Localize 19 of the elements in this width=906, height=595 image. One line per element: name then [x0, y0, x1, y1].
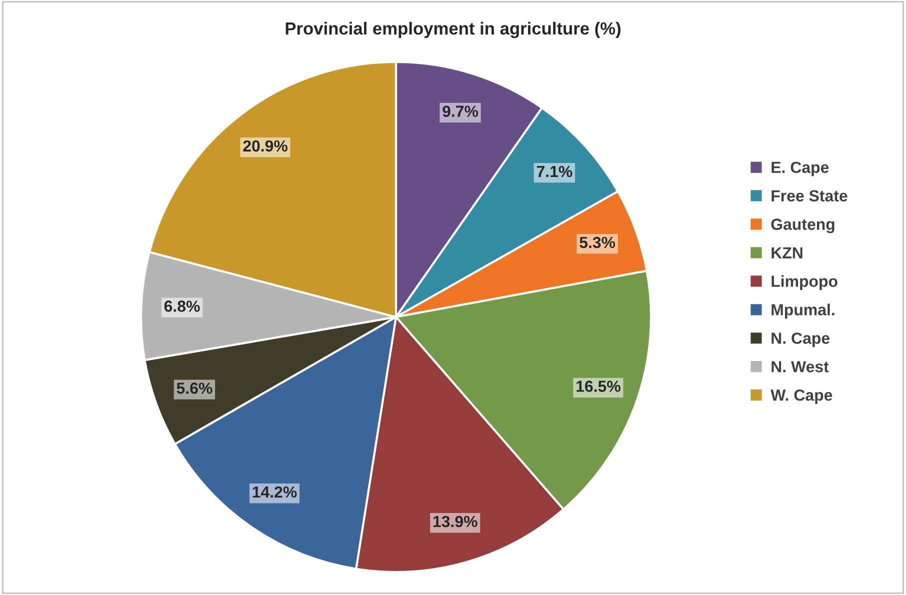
data-label: 16.5%	[576, 380, 620, 392]
data-label: 13.9%	[433, 516, 478, 528]
data-label: 9.7%	[442, 106, 478, 117]
data-label: 14.2%	[252, 486, 297, 498]
data-label: 5.3%	[580, 236, 616, 248]
legend-label: Gauteng	[771, 218, 834, 234]
legend-label: Free State	[772, 190, 848, 202]
legend-label: KZN	[772, 247, 802, 258]
data-label: 20.9%	[243, 140, 288, 152]
legend-label: Mpumal.	[772, 304, 834, 319]
legend-label: N. West	[772, 361, 829, 372]
legend-label: Limpopo	[772, 275, 838, 290]
legend-label: E. Cape	[772, 162, 829, 176]
legend-label: W. Cape	[770, 390, 832, 404]
data-label: 7.1%	[536, 166, 572, 178]
chart-title: Provincial employment in agriculture (%)	[286, 22, 620, 38]
data-label: 5.6%	[176, 382, 212, 394]
legend-label: N. Cape	[772, 332, 830, 348]
data-label: 6.8%	[164, 300, 200, 312]
